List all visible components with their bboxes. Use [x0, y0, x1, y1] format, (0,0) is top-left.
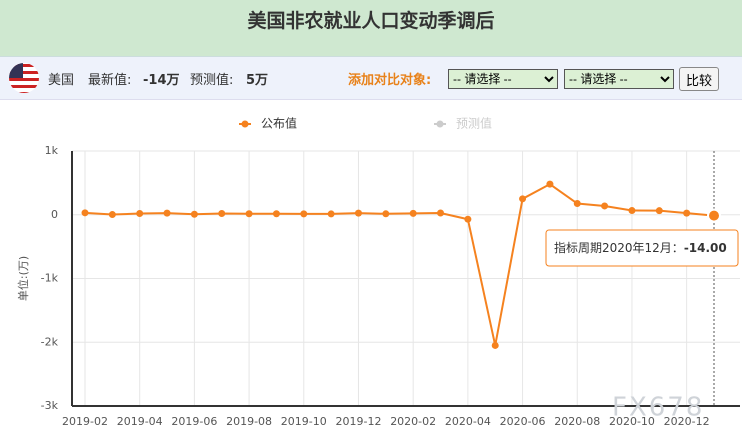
data-point	[327, 210, 335, 218]
legend-label: 预测值	[456, 116, 492, 131]
x-tick-label: 2020-08	[554, 415, 600, 428]
data-point	[218, 209, 226, 217]
latest-value: -14万	[143, 73, 180, 88]
legend-marker	[241, 120, 249, 128]
x-tick-label: 2019-08	[226, 415, 272, 428]
forecast-value: 5万	[246, 73, 269, 88]
y-tick-label: -2k	[41, 335, 59, 348]
legend-marker	[436, 120, 444, 128]
title-bar: 美国非农就业人口变动季调后	[0, 0, 742, 56]
compare-select[interactable]: -- 请选择 --	[448, 69, 558, 89]
tooltip-box	[545, 229, 739, 267]
data-point	[683, 209, 691, 217]
page-title: 美国非农就业人口变动季调后	[247, 10, 495, 32]
compare-button[interactable]: 比较	[679, 67, 719, 91]
x-tick-label: 2019-02	[62, 415, 108, 428]
compare-label: 添加对比对象:	[348, 73, 432, 88]
x-tick-label: 2019-12	[335, 415, 381, 428]
data-point	[437, 209, 445, 217]
data-point	[81, 209, 89, 217]
country: 美国	[48, 73, 75, 88]
data-point	[300, 210, 308, 218]
x-tick-label: 2020-12	[664, 415, 710, 428]
data-point	[245, 210, 253, 218]
data-point	[707, 208, 721, 223]
latest-label: 最新值:	[88, 73, 132, 88]
compare-select[interactable]: -- 请选择 --	[564, 69, 674, 89]
data-point	[546, 180, 554, 188]
flag-icon	[9, 63, 39, 93]
data-point	[190, 210, 198, 218]
y-axis-label: 单位:(万)	[16, 256, 30, 301]
data-point	[573, 200, 581, 208]
watermark: FX678	[612, 393, 704, 423]
data-point	[108, 211, 116, 219]
tooltip-value: -14.00	[684, 241, 727, 255]
data-point	[382, 210, 390, 218]
data-point	[354, 209, 362, 217]
x-tick-label: 2019-10	[281, 415, 327, 428]
data-point	[409, 209, 417, 217]
y-tick-label: 1k	[45, 144, 59, 157]
data-point	[655, 207, 663, 215]
data-point	[136, 209, 144, 217]
info-bar: 美国 最新值: -14万 预测值: 5万 添加对比对象: -- 请选择 -- -…	[0, 56, 742, 100]
tooltip-text: 指标周期2020年12月：-14.00	[554, 240, 727, 255]
data-point	[272, 210, 280, 218]
data-point	[464, 215, 472, 223]
data-point	[628, 207, 636, 215]
tooltip-label: 指标周期2020年12月：	[554, 240, 684, 255]
data-point	[491, 341, 499, 349]
x-tick-label: 2020-06	[500, 415, 546, 428]
data-point	[519, 195, 527, 203]
y-tick-label: -1k	[41, 272, 59, 285]
x-tick-label: 2019-06	[171, 415, 217, 428]
forecast-label: 预测值:	[190, 73, 234, 88]
legend-label: 公布值	[261, 116, 297, 131]
data-point	[163, 209, 171, 217]
x-tick-label: 2020-10	[609, 415, 655, 428]
x-tick-label: 2020-04	[445, 415, 491, 428]
x-tick-label: 2019-04	[117, 415, 163, 428]
y-tick-label: 0	[51, 208, 58, 221]
x-tick-label: 2020-02	[390, 415, 436, 428]
y-tick-label: -3k	[41, 399, 59, 412]
series-line	[84, 182, 715, 346]
data-point	[601, 202, 609, 210]
